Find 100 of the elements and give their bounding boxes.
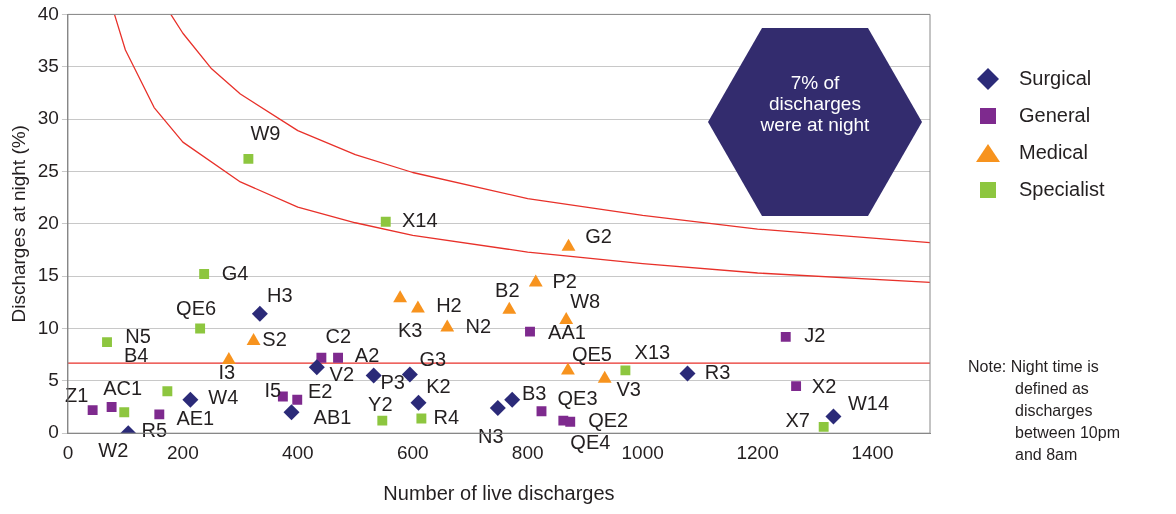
annotation: AE1 — [176, 406, 215, 429]
annotation: QE6 — [176, 297, 217, 320]
point — [162, 386, 173, 397]
y-tick-label: 0 — [48, 421, 59, 443]
point — [410, 394, 427, 411]
point — [106, 402, 117, 412]
point — [377, 415, 388, 426]
annotation: QE3 — [557, 386, 598, 409]
x-tick-label: 1000 — [621, 441, 664, 463]
point — [489, 400, 506, 417]
text: Note: Night time is defined as discharges between 10pm and 8am — [968, 357, 1121, 465]
annotation: QE4 — [570, 431, 611, 454]
y-tick-label: 40 — [37, 2, 59, 24]
y-tick-label: 10 — [37, 316, 59, 338]
point — [504, 391, 521, 408]
annotation: X14 — [401, 209, 438, 232]
x-tick-label: 1400 — [851, 441, 894, 463]
point — [221, 351, 236, 364]
annotation: Z1 — [64, 383, 89, 406]
annotation: H3 — [267, 284, 293, 307]
annotation: C2 — [325, 325, 352, 348]
legend-label: Medical — [1019, 141, 1088, 164]
point — [528, 274, 543, 287]
point — [195, 323, 206, 334]
point — [416, 413, 427, 424]
annotation: N3 — [478, 424, 504, 447]
annotation: H2 — [436, 294, 462, 317]
point — [411, 300, 425, 313]
annotation: K2 — [426, 375, 451, 398]
annotation: N2 — [465, 314, 492, 337]
point — [182, 391, 199, 408]
point — [502, 301, 517, 314]
point — [119, 407, 130, 418]
annotation: W9 — [250, 122, 281, 145]
annotation: W8 — [570, 289, 601, 312]
point — [308, 359, 325, 376]
point — [333, 352, 343, 363]
point — [597, 370, 612, 383]
annotation: QE5 — [571, 342, 612, 365]
point — [565, 416, 576, 427]
point — [620, 365, 631, 376]
x-tick-label: 800 — [511, 441, 544, 463]
point — [791, 381, 802, 392]
y-tick-label: 35 — [37, 54, 59, 76]
point — [243, 153, 254, 164]
point — [316, 352, 327, 363]
annotation: Y2 — [368, 393, 393, 416]
point — [283, 404, 300, 421]
point — [102, 337, 112, 348]
annotation: P3 — [380, 371, 405, 394]
y-axis-title: Discharges at night (%) — [7, 125, 29, 323]
annotation: I3 — [218, 361, 236, 384]
point — [440, 319, 455, 332]
x-tick-label: 0 — [62, 441, 74, 463]
annotation: K3 — [397, 318, 423, 341]
point — [561, 238, 576, 251]
annotation: W2 — [98, 438, 129, 461]
annotation: I5 — [264, 379, 282, 402]
annotation: B2 — [495, 279, 520, 302]
annotation: G2 — [585, 225, 612, 248]
point — [246, 333, 261, 346]
annotation: X13 — [634, 340, 671, 363]
annotation: S2 — [262, 327, 287, 350]
y-tick-label: 25 — [37, 159, 59, 181]
point — [365, 367, 382, 384]
legend-label: Surgical — [1019, 67, 1092, 90]
annotation: X2 — [811, 374, 837, 397]
point — [679, 365, 696, 382]
legend-label: Specialist — [1019, 178, 1105, 201]
point — [825, 408, 842, 425]
annotation: R5 — [141, 418, 168, 441]
point — [525, 326, 535, 337]
annotation: AC1 — [103, 376, 143, 399]
y-tick-label: 5 — [48, 369, 59, 391]
annotation: AA1 — [548, 321, 586, 344]
point — [561, 362, 575, 375]
point — [393, 290, 408, 303]
point — [559, 312, 574, 325]
annotation: W4 — [208, 386, 239, 409]
x-axis-title: Number of live discharges — [383, 481, 615, 504]
annotation: J2 — [804, 324, 826, 347]
annotation: G4 — [221, 261, 249, 284]
annotation: P2 — [552, 269, 577, 292]
x-tick-label: 600 — [396, 441, 429, 463]
y-tick-label: 15 — [37, 264, 59, 286]
annotation: 7% of discharges were at night — [760, 72, 870, 135]
legend-label: General — [1019, 104, 1091, 127]
point — [199, 269, 210, 280]
y-tick-label: 20 — [37, 212, 59, 234]
annotation: QE2 — [588, 409, 629, 432]
annotation: W14 — [847, 391, 890, 414]
point — [380, 216, 391, 227]
x-tick-label: 1200 — [736, 441, 779, 463]
y-tick-label: 30 — [37, 107, 59, 129]
annotation: B3 — [521, 382, 547, 405]
x-tick-label: 400 — [281, 441, 314, 463]
annotation: X7 — [785, 409, 810, 432]
point — [87, 405, 98, 416]
annotation: V3 — [616, 378, 641, 401]
point — [292, 394, 303, 405]
